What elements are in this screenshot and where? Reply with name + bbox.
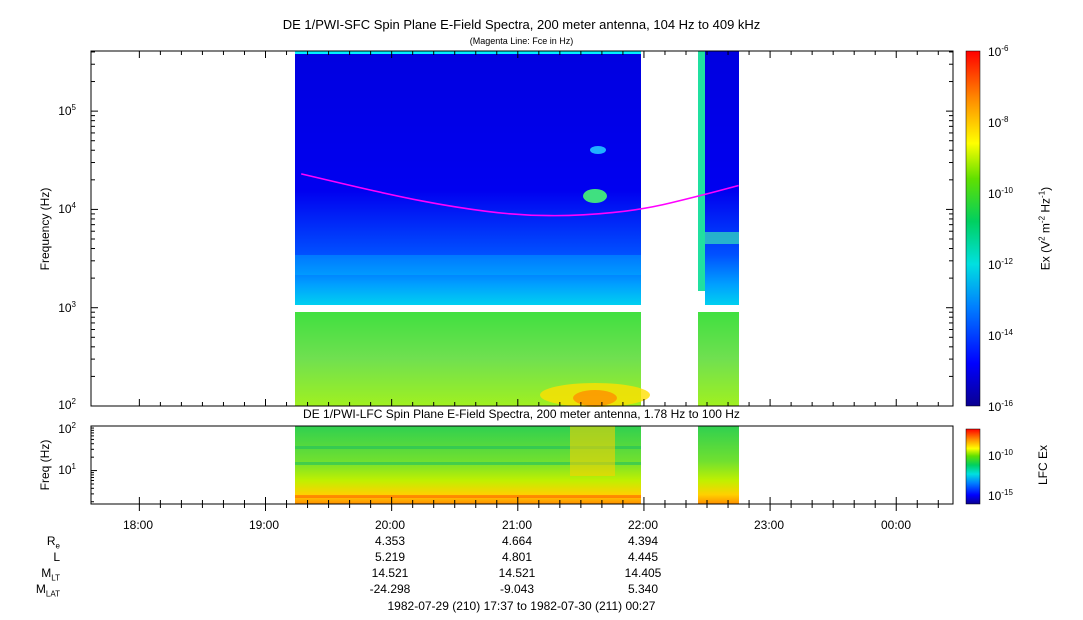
orbit-label-mlt: MLT	[41, 566, 60, 583]
fce-line	[301, 173, 739, 217]
xtick-label-1800: 18:00	[122, 518, 154, 532]
chart-title-sfc: DE 1/PWI-SFC Spin Plane E-Field Spectra,…	[282, 17, 761, 32]
sfc-data-block-2-high	[705, 51, 739, 305]
sfc-panel	[90, 50, 954, 407]
lfc-ytick-1e1: 101	[58, 462, 76, 477]
sfc-emission-blob	[583, 189, 607, 203]
sfc-ytick-1e3: 103	[58, 300, 76, 315]
orbit-value: 14.405	[624, 566, 662, 580]
lfc-cb-tick-1e-15: 10-15	[988, 488, 1013, 503]
orbit-value: 14.521	[371, 566, 409, 580]
xtick-label-2200: 22:00	[627, 518, 659, 532]
lfc-hotspot	[570, 426, 615, 476]
lfc-panel	[90, 425, 954, 505]
lfc-ytick-1e2: 102	[58, 421, 76, 436]
axis-ticks	[91, 51, 953, 511]
orbit-value: 4.445	[627, 550, 659, 564]
cb-tick-1e-6: 10-6	[988, 44, 1009, 59]
sfc-data-block-2-stripe	[698, 51, 705, 291]
xtick-label-2300: 23:00	[753, 518, 785, 532]
orbit-label-re: Re	[46, 534, 60, 551]
sfc-data-block-2-low	[698, 312, 739, 406]
cb-tick-1e-16: 10-16	[988, 399, 1013, 414]
orbit-value: 5.219	[374, 550, 406, 564]
lfc-colorbar	[965, 428, 981, 505]
cb-tick-1e-12: 10-12	[988, 257, 1013, 272]
sfc-colorbar-label: Ex (V2 m-2 Hz-1)	[1037, 186, 1053, 271]
orbit-value: -9.043	[499, 582, 535, 596]
orbit-value: 4.394	[627, 534, 659, 548]
xtick-label-2100: 21:00	[501, 518, 533, 532]
lfc-bottom-band	[295, 495, 641, 498]
sfc-colorbar	[965, 50, 981, 407]
cb-tick-1e-14: 10-14	[988, 328, 1013, 343]
lfc-data-block-2	[698, 426, 739, 504]
orbit-value: 4.353	[374, 534, 406, 548]
orbit-label-mlat: MLAT	[35, 582, 60, 599]
orbit-value: 14.521	[498, 566, 536, 580]
xtick-label-1900: 19:00	[248, 518, 280, 532]
chart-title-lfc: DE 1/PWI-LFC Spin Plane E-Field Spectra,…	[303, 407, 740, 421]
lfc-colorbar-label: LFC Ex	[1036, 445, 1050, 486]
sfc-frame	[90, 50, 954, 407]
cb-tick-1e-8: 10-8	[988, 115, 1009, 130]
sfc-data-block-1-high	[295, 51, 641, 305]
sfc-hotspot-core	[573, 390, 617, 406]
sfc-ytick-1e2: 102	[58, 397, 76, 412]
sfc-ytick-1e4: 104	[58, 201, 76, 216]
orbit-value: 5.340	[627, 582, 659, 596]
orbit-value: 4.801	[501, 550, 533, 564]
lfc-frame	[90, 425, 954, 505]
sfc-ytick-1e5: 105	[58, 103, 76, 118]
cb-tick-1e-10: 10-10	[988, 186, 1013, 201]
sfc-y-axis-label: Frequency (Hz)	[38, 187, 52, 271]
xtick-label-2000: 20:00	[374, 518, 406, 532]
chart-subtitle-sfc: (Magenta Line: Fce in Hz)	[469, 36, 574, 46]
sfc-hiss-band	[295, 255, 641, 275]
orbit-value: 4.664	[501, 534, 533, 548]
orbit-value: -24.298	[369, 582, 411, 596]
xtick-label-0000: 00:00	[880, 518, 912, 532]
lfc-band-line-1	[295, 446, 641, 449]
lfc-band-line-2	[295, 462, 641, 465]
sfc-block-2-band	[705, 232, 739, 244]
time-range-label: 1982-07-29 (210) 17:37 to 1982-07-30 (21…	[387, 599, 656, 613]
sfc-emission-blob-2	[590, 146, 606, 154]
orbit-label-l: L	[53, 550, 60, 564]
sfc-top-band	[295, 51, 641, 54]
lfc-cb-tick-1e-10: 10-10	[988, 448, 1013, 463]
